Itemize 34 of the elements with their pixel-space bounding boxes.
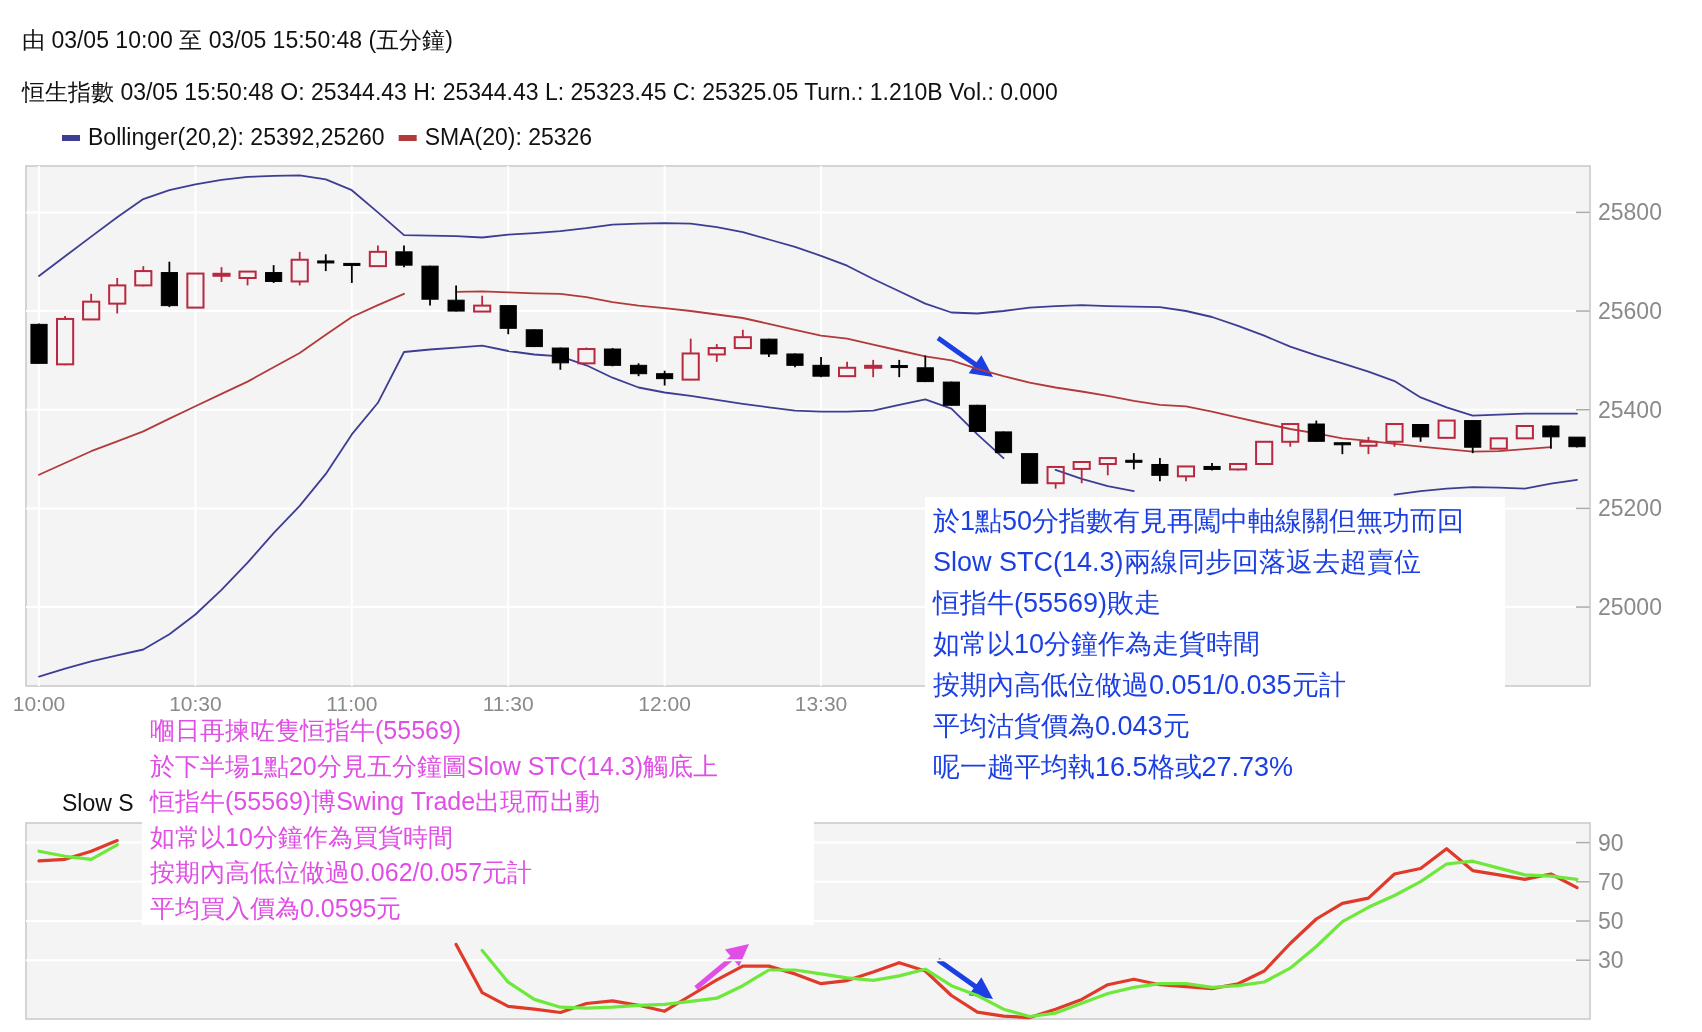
text: 呢一趟平均執16.5格或27.73% [933, 751, 1294, 782]
annotation: 按期內高低位做過0.062/0.057元計 [150, 858, 533, 887]
text: 嗰日再揀咗隻恒指牛(55569) [150, 716, 462, 745]
text: 於下半場1點20分見五分鐘圖Slow STC(14.3)觸底上 [150, 751, 719, 780]
annotation: 如常以10分鐘作為買貨時間 [150, 822, 453, 851]
x-tick-label: 12:00 [638, 692, 691, 715]
annotation: 恒指牛(55569)敗走 [932, 587, 1162, 618]
y-tick-label: 90 [1598, 829, 1624, 856]
line-series [38, 174, 1578, 417]
legend-label: Bollinger(20,2): 25392,25260 [88, 124, 385, 150]
y-tick-label: 30 [1598, 947, 1624, 974]
annotation: 如常以10分鐘作為走貨時間 [933, 628, 1261, 659]
y-tick-label: 25000 [1598, 594, 1662, 621]
legend-label: SMA(20): 25326 [424, 124, 593, 150]
text: 平均沽貨價為0.043元 [933, 710, 1190, 741]
annotation: 按期內高低位做過0.051/0.035元計 [933, 669, 1346, 700]
text: 恒指牛(55569)博Swing Trade出現而出動 [149, 787, 601, 816]
annotation: 於1點50分指數有見再闖中軸線關但無功而回 [933, 505, 1465, 536]
annotation: Slow STC(14.3)兩線同步回落返去超賣位 [933, 546, 1421, 577]
y-tick-label: 25600 [1598, 298, 1662, 325]
x-tick-label: 11:30 [482, 692, 534, 715]
annotation: 平均買入價為0.0595元 [150, 893, 402, 922]
chart-title: 由 03/05 10:00 至 03/05 15:50:48 (五分鐘) [22, 27, 453, 53]
chart-subtitle: 恒生指數 03/05 15:50:48 O: 25344.43 H: 25344.43 L: 25323.45 C: 25325.05 Turn.: 1.210B Vol.: 0.000 [21, 79, 1058, 105]
y-tick-label: 25200 [1598, 495, 1662, 522]
x-tick-label: 11:00 [326, 692, 378, 715]
chart-title: Slow S [62, 790, 134, 816]
x-tick-label: 10:00 [12, 692, 66, 715]
x-tick-label: 13:30 [794, 692, 848, 715]
y-tick-label: 25400 [1598, 396, 1662, 423]
x-tick-label: 10:30 [169, 692, 222, 715]
y-tick-label: 25800 [1598, 199, 1662, 226]
y-tick-label: 70 [1598, 868, 1624, 895]
y-tick-label: 50 [1598, 908, 1624, 934]
